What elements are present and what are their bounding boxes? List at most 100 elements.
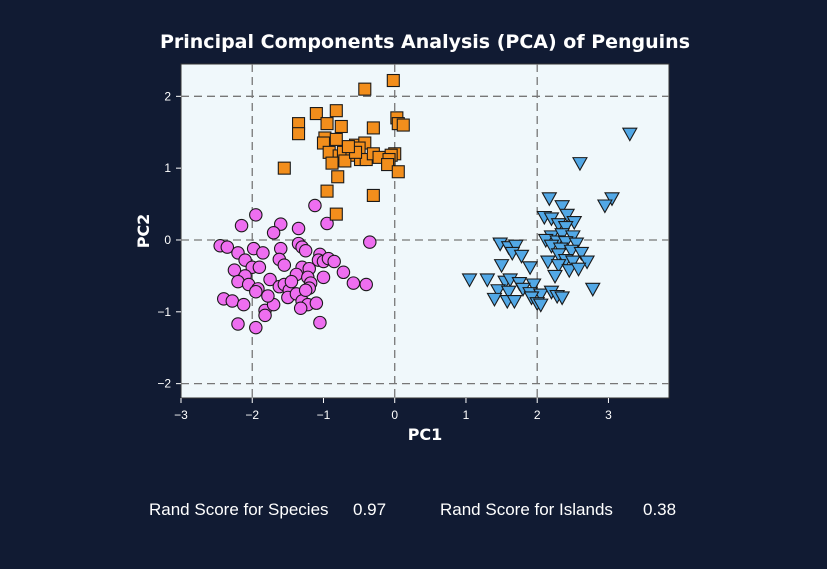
triangle-point <box>550 259 567 274</box>
y-tick-label: 0 <box>164 233 171 247</box>
square-point <box>366 188 380 202</box>
triangle-point <box>506 294 523 310</box>
triangle-point <box>532 298 549 313</box>
circle-point <box>363 235 377 249</box>
plot-area <box>180 63 670 399</box>
circle-point <box>249 208 263 222</box>
triangle-point <box>554 200 571 215</box>
circle-point <box>252 260 267 275</box>
square-point <box>309 107 323 121</box>
triangle-point <box>579 255 596 270</box>
square-point <box>320 117 334 131</box>
square-point <box>320 184 334 198</box>
circle-point <box>308 198 322 213</box>
circle-point <box>261 289 275 303</box>
triangle-point <box>557 220 574 236</box>
circle-point <box>266 226 281 240</box>
circle-point <box>225 294 240 308</box>
circle-point <box>293 301 308 315</box>
square-point <box>358 82 372 96</box>
data-points <box>213 73 638 335</box>
triangle-point <box>507 239 524 254</box>
circle-point <box>327 254 341 269</box>
circle-point <box>346 276 361 290</box>
circle-point <box>316 270 331 285</box>
islands-score-label: Rand Score for Islands <box>440 500 613 519</box>
square-point <box>366 121 380 135</box>
x-tick-label: −2 <box>245 408 259 422</box>
square-point <box>277 161 291 175</box>
circle-point <box>220 240 235 254</box>
triangle-point <box>596 199 613 214</box>
square-point <box>331 170 345 184</box>
triangle-point <box>500 285 517 300</box>
triangle-point <box>541 192 558 207</box>
circle-point <box>284 274 299 289</box>
circle-point <box>263 272 277 287</box>
triangle-point <box>568 237 585 252</box>
circle-point <box>236 297 251 312</box>
square-point <box>329 104 343 118</box>
x-tick-label: −1 <box>317 408 331 422</box>
circle-point <box>234 218 249 233</box>
triangle-point <box>584 282 601 297</box>
circle-point <box>298 244 313 258</box>
triangle-point <box>493 259 510 274</box>
triangle-point <box>513 249 530 264</box>
triangle-point <box>561 264 578 279</box>
islands-score-value: 0.38 <box>643 500 677 519</box>
circle-point <box>231 317 245 331</box>
circle-point <box>336 265 351 280</box>
square-point <box>334 119 348 134</box>
y-axis-label: PC2 <box>134 214 153 249</box>
x-tick-label: 2 <box>534 408 541 422</box>
triangle-point <box>554 228 571 243</box>
x-tick-label: 1 <box>463 408 470 422</box>
circle-point <box>249 320 263 335</box>
triangle-point <box>604 192 620 207</box>
triangle-point <box>486 292 503 308</box>
triangle-point <box>559 208 576 223</box>
square-point <box>329 207 343 221</box>
x-tick-label: 0 <box>391 408 398 422</box>
circle-point <box>298 283 313 298</box>
triangle-point <box>522 261 539 276</box>
circle-point <box>359 277 373 292</box>
square-point <box>391 165 405 179</box>
triangle-point <box>490 284 506 299</box>
circle-point <box>309 296 324 310</box>
triangle-point <box>547 269 563 285</box>
circle-point <box>277 258 292 272</box>
triangle-point <box>554 291 571 306</box>
pca-scatter-chart: Principal Components Analysis (PCA) of P… <box>134 31 690 444</box>
triangle-point <box>461 273 478 288</box>
square-point <box>381 158 395 172</box>
triangle-point <box>570 262 587 277</box>
species-score-label: Rand Score for Species <box>149 500 329 519</box>
triangle-point <box>479 273 496 288</box>
circle-point <box>313 315 327 330</box>
circle-point <box>256 246 270 260</box>
circle-point <box>291 221 306 236</box>
square-point <box>386 73 400 88</box>
x-tick-label: −3 <box>174 408 188 422</box>
triangle-point <box>564 255 581 270</box>
species-score-value: 0.97 <box>353 500 387 519</box>
square-point <box>325 156 339 170</box>
x-tick-label: 3 <box>605 408 612 422</box>
triangle-point <box>525 278 542 293</box>
square-point <box>329 132 343 146</box>
triangle-point <box>621 127 638 142</box>
chart-title: Principal Components Analysis (PCA) of P… <box>160 31 690 53</box>
square-point <box>341 140 355 154</box>
y-tick-label: 2 <box>164 89 171 103</box>
x-axis-label: PC1 <box>408 425 443 444</box>
circle-point <box>273 217 288 231</box>
triangle-point <box>573 246 590 262</box>
triangle-point <box>572 157 588 172</box>
y-tick-label: −2 <box>157 377 171 391</box>
square-point <box>338 154 352 168</box>
y-tick-label: −1 <box>157 305 171 319</box>
square-point <box>396 118 410 132</box>
circle-point <box>258 308 272 323</box>
